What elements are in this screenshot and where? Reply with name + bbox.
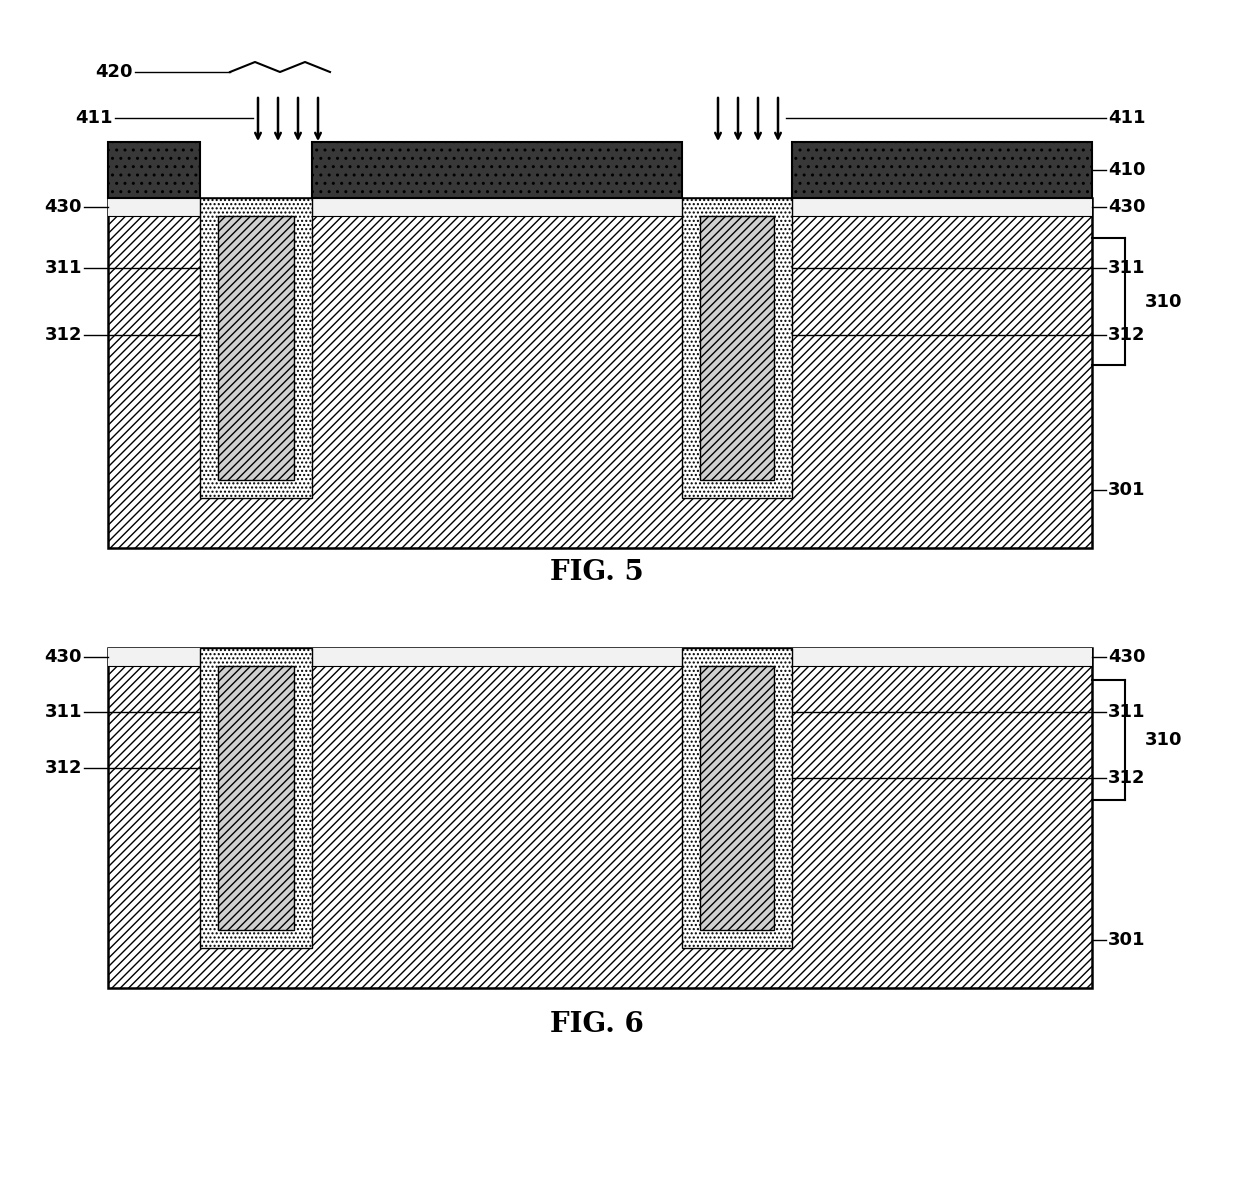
Bar: [108, 198, 1092, 548]
Text: 312: 312: [45, 325, 82, 343]
Bar: [218, 216, 294, 480]
Text: 312: 312: [1109, 325, 1146, 343]
Text: 311: 311: [1109, 259, 1146, 277]
Bar: [792, 142, 1092, 198]
Text: FIG. 6: FIG. 6: [551, 1011, 644, 1039]
Text: 410: 410: [1109, 161, 1146, 179]
Bar: [108, 198, 1092, 216]
Bar: [108, 142, 200, 198]
Text: FIG. 5: FIG. 5: [551, 560, 644, 586]
Text: 411: 411: [1109, 109, 1146, 127]
Bar: [701, 667, 774, 930]
Text: 312: 312: [45, 759, 82, 777]
Text: 430: 430: [45, 649, 82, 667]
Text: 311: 311: [1109, 703, 1146, 721]
Bar: [108, 649, 1092, 667]
Text: 430: 430: [1109, 198, 1146, 216]
Text: 310: 310: [1145, 731, 1183, 749]
Text: 411: 411: [76, 109, 113, 127]
Bar: [312, 142, 682, 198]
Text: 311: 311: [45, 259, 82, 277]
Text: 311: 311: [45, 703, 82, 721]
Text: 310: 310: [1145, 293, 1183, 311]
Text: 312: 312: [1109, 769, 1146, 787]
Text: 430: 430: [1109, 649, 1146, 667]
Text: 420: 420: [95, 62, 133, 80]
Bar: [200, 198, 312, 498]
Bar: [682, 649, 792, 948]
Text: 301: 301: [1109, 480, 1146, 498]
Bar: [218, 667, 294, 930]
Bar: [682, 198, 792, 498]
Bar: [200, 649, 312, 948]
Bar: [701, 216, 774, 480]
Text: 430: 430: [45, 198, 82, 216]
Bar: [108, 649, 1092, 988]
Text: 301: 301: [1109, 931, 1146, 949]
